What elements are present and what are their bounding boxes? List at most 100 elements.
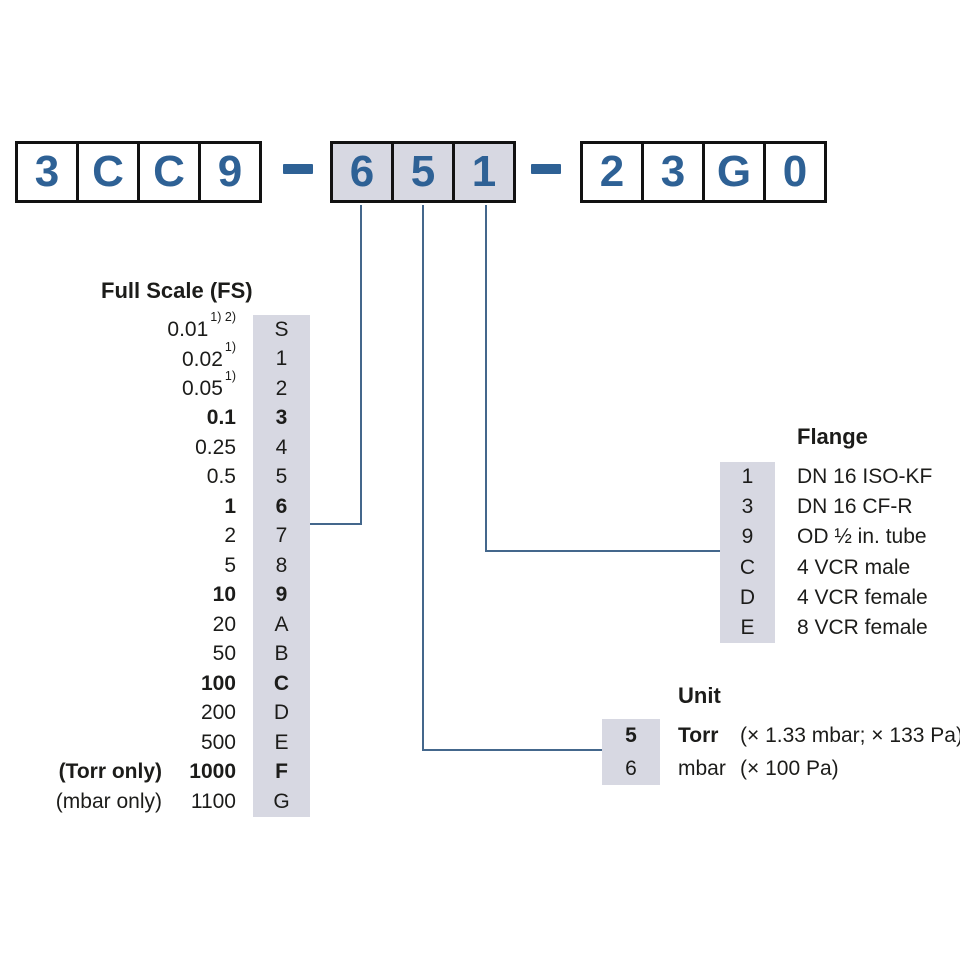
full-scale-row: 10 9	[36, 580, 310, 610]
row-value: 0.011) 2)	[167, 310, 236, 342]
row-code: 1	[253, 344, 310, 374]
superscript-note: 1) 2)	[210, 310, 236, 325]
flange-row: 1 DN 16 ISO-KF	[720, 462, 933, 493]
full-scale-table: 0.011) 2) S 0.021) 1 0.051) 2 0.1 3 0.25 4 0.…	[36, 310, 310, 817]
row-prefix: (Torr only)	[58, 760, 162, 784]
row-value: 200	[200, 701, 236, 725]
row-value: 1100	[190, 789, 236, 813]
flange-row: E 8 VCR female	[720, 612, 932, 644]
row-value: 2	[224, 524, 236, 548]
row-value: 0.021)	[182, 339, 236, 371]
full-scale-row: 0.5 5	[36, 462, 310, 492]
row-value: 20	[212, 612, 236, 636]
row-value: 0.1	[206, 406, 236, 430]
row-code: 5	[602, 719, 660, 752]
row-code: 4	[253, 433, 310, 463]
full-scale-row: 0.051) 2	[36, 369, 310, 404]
full-scale-row: 0.011) 2) S	[36, 310, 310, 345]
row-value: 50	[212, 642, 236, 666]
full-scale-row: 200 D	[36, 698, 310, 728]
row-label: DN 16 ISO-KF	[797, 465, 933, 489]
row-label: 4 VCR male	[797, 555, 911, 579]
dash-separator	[531, 164, 561, 174]
superscript-note: 1)	[224, 369, 236, 384]
row-code: 9	[720, 522, 775, 553]
row-prefix: (mbar only)	[55, 789, 162, 813]
full-scale-row: 50 B	[36, 639, 310, 669]
flange-row: D 4 VCR female	[720, 582, 932, 613]
row-code: C	[720, 552, 775, 583]
part-char-box: 3	[15, 141, 79, 203]
row-value: 0.25	[195, 435, 236, 459]
flange-title: Flange	[797, 424, 868, 449]
row-code: 2	[253, 374, 310, 404]
row-code: 3	[253, 403, 310, 433]
connector-flange-vertical	[485, 205, 487, 552]
row-label: DN 16 CF-R	[797, 495, 913, 519]
full-scale-row: (Torr only) 1000 F	[36, 757, 310, 787]
flange-row: 9 OD ½ in. tube	[720, 522, 932, 553]
row-code: 3	[720, 492, 775, 523]
unit-name: mbar	[678, 756, 726, 780]
full-scale-row: 0.25 4	[36, 433, 310, 463]
part-char-box: 0	[763, 141, 827, 203]
row-code: G	[253, 787, 310, 817]
part-char-box-flange: 1	[452, 141, 516, 203]
row-code: C	[253, 669, 310, 699]
part-char-box: G	[702, 141, 766, 203]
flange-row: C 4 VCR male	[720, 552, 932, 583]
part-char-box: 3	[641, 141, 705, 203]
full-scale-row: 500 E	[36, 728, 310, 758]
flange-row: 3 DN 16 CF-R	[720, 492, 932, 523]
full-scale-row: 0.1 3	[36, 403, 310, 433]
unit-row: 6 mbar (× 100 Pa)	[602, 752, 960, 785]
unit-conversion-note: (× 100 Pa)	[740, 756, 839, 780]
row-code: D	[253, 698, 310, 728]
part-char-box: 2	[580, 141, 644, 203]
row-code: 8	[253, 551, 310, 581]
connector-fullscale-vertical	[360, 205, 362, 525]
row-value: 10	[212, 583, 236, 607]
unit-title: Unit	[678, 683, 721, 708]
full-scale-row: 0.021) 1	[36, 339, 310, 374]
row-value: 5	[224, 553, 236, 577]
unit-row: 5 Torr (× 1.33 mbar; × 133 Pa)	[602, 719, 960, 752]
flange-table: 1 DN 16 ISO-KF 3 DN 16 CF-R 9 OD ½ in. tube…	[720, 462, 933, 644]
superscript-note: 1)	[224, 339, 236, 354]
connector-unit-vertical	[422, 205, 424, 751]
row-code: E	[720, 612, 775, 644]
row-code: 6	[253, 492, 310, 522]
row-value: 100	[200, 671, 236, 695]
unit-conversion-note: (× 1.33 mbar; × 133 Pa)	[740, 723, 960, 747]
row-code: E	[253, 728, 310, 758]
part-char-box: C	[137, 141, 201, 203]
connector-flange-horizontal	[485, 550, 720, 552]
row-label: 8 VCR female	[797, 616, 928, 640]
row-value: 0.051)	[182, 369, 236, 401]
row-code: D	[720, 582, 775, 613]
row-code: S	[253, 315, 310, 345]
full-scale-title: Full Scale (FS)	[101, 278, 253, 303]
row-value: 1000	[189, 760, 236, 784]
row-code: 1	[720, 462, 775, 493]
part-char-box: C	[76, 141, 140, 203]
full-scale-row: (mbar only) 1100 G	[36, 787, 310, 817]
unit-table: 5 Torr (× 1.33 mbar; × 133 Pa) 6 mbar (× 100…	[602, 719, 960, 785]
connector-unit-horizontal	[422, 749, 603, 751]
row-code: B	[253, 639, 310, 669]
full-scale-row: 100 C	[36, 669, 310, 699]
part-char-box-unit: 5	[391, 141, 455, 203]
row-code: 6	[602, 752, 660, 785]
dash-separator	[283, 164, 313, 174]
row-code: 7	[253, 521, 310, 551]
row-code: F	[253, 757, 310, 787]
unit-name: Torr	[678, 723, 719, 747]
row-value: 0.5	[206, 465, 236, 489]
row-code: 5	[253, 462, 310, 492]
row-code: 9	[253, 580, 310, 610]
row-label: 4 VCR female	[797, 585, 928, 609]
